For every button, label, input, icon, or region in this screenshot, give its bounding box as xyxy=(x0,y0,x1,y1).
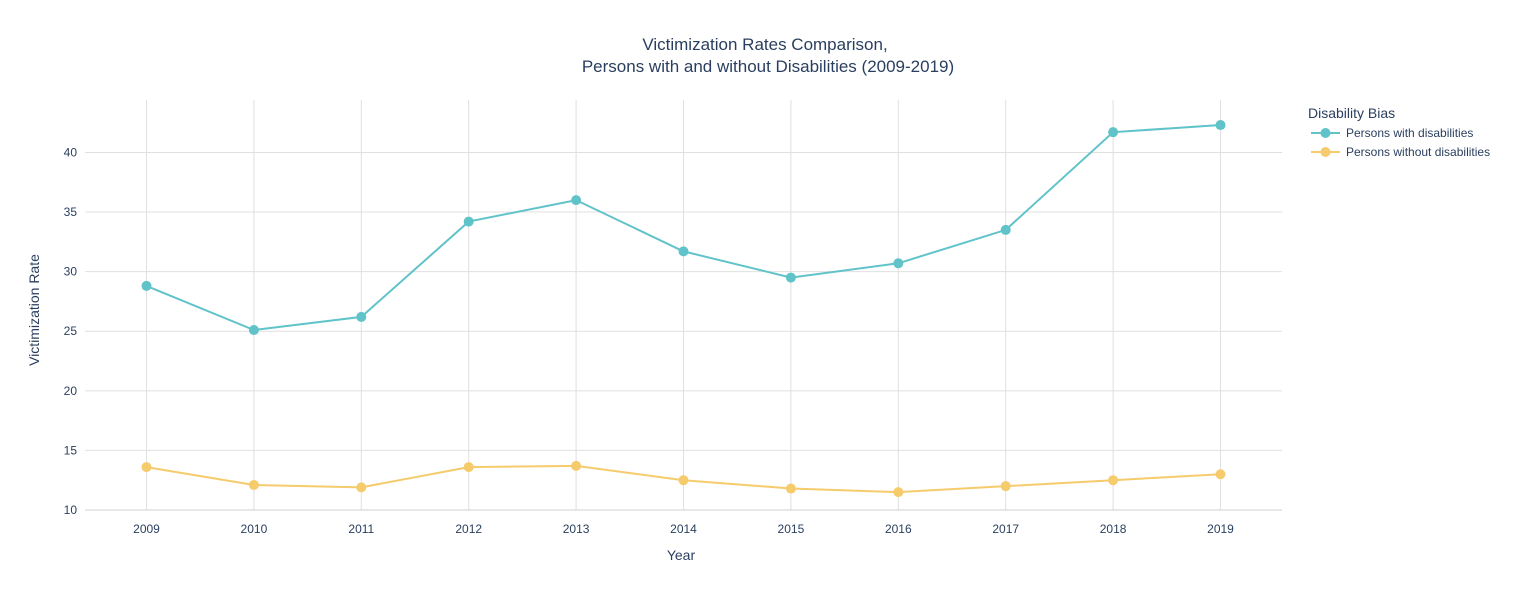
data-point[interactable] xyxy=(893,487,904,498)
data-point[interactable] xyxy=(678,475,689,486)
grid-lines xyxy=(85,100,1282,511)
data-point[interactable] xyxy=(356,311,367,322)
x-tick-label: 2011 xyxy=(348,522,374,536)
x-tick-label: 2019 xyxy=(1207,522,1234,536)
legend-label: Persons with disabilities xyxy=(1346,126,1473,140)
data-point[interactable] xyxy=(571,460,582,471)
data-point[interactable] xyxy=(141,280,152,291)
y-tick-label: 20 xyxy=(64,384,78,398)
x-tick-label: 2017 xyxy=(992,522,1019,536)
legend-marker-icon xyxy=(1320,147,1331,157)
data-point[interactable] xyxy=(893,258,904,269)
legend-marker-icon xyxy=(1320,128,1331,138)
y-tick-label: 40 xyxy=(64,145,78,159)
data-point[interactable] xyxy=(463,462,474,473)
data-point[interactable] xyxy=(785,483,796,494)
series-2 xyxy=(141,460,1226,498)
data-point[interactable] xyxy=(141,462,152,473)
chart-title-line2: Persons with and without Disabilities (2… xyxy=(582,57,954,76)
plot-area xyxy=(85,100,1282,511)
data-point[interactable] xyxy=(1108,127,1119,138)
legend-item-2[interactable]: Persons without disabilities xyxy=(1311,145,1490,159)
x-axis-ticks: 2009 2010 2011 2012 2013 2014 2015 2016 2017 2018… xyxy=(133,522,1234,536)
data-point[interactable] xyxy=(356,482,367,493)
x-tick-label: 2016 xyxy=(885,522,912,536)
chart-title: Victimization Rates Comparison, Persons … xyxy=(582,35,954,76)
data-point[interactable] xyxy=(571,195,582,206)
data-point[interactable] xyxy=(1108,475,1119,486)
y-axis-ticks: 10 15 20 25 30 35 40 xyxy=(64,145,78,517)
data-point[interactable] xyxy=(248,479,259,490)
x-tick-label: 2009 xyxy=(133,522,160,536)
data-point[interactable] xyxy=(248,325,259,336)
data-point[interactable] xyxy=(463,216,474,227)
data-point[interactable] xyxy=(1000,481,1011,492)
x-tick-label: 2010 xyxy=(241,522,268,536)
series-layer xyxy=(141,120,1226,498)
series-1 xyxy=(141,120,1226,336)
legend: Disability Bias Persons with disabilitie… xyxy=(1308,105,1490,159)
data-point[interactable] xyxy=(1215,120,1226,131)
data-point[interactable] xyxy=(785,272,796,283)
x-tick-label: 2012 xyxy=(455,522,482,536)
data-point[interactable] xyxy=(678,246,689,257)
y-tick-label: 25 xyxy=(64,324,78,338)
y-tick-label: 30 xyxy=(64,265,78,279)
data-point[interactable] xyxy=(1215,469,1226,480)
y-axis-title: Victimization Rate xyxy=(26,254,42,366)
legend-title: Disability Bias xyxy=(1308,105,1395,121)
y-tick-label: 15 xyxy=(64,443,78,457)
data-point[interactable] xyxy=(1000,224,1011,235)
y-tick-label: 10 xyxy=(64,503,78,517)
y-tick-label: 35 xyxy=(64,205,78,219)
x-axis-title: Year xyxy=(667,547,696,563)
legend-items: Persons with disabilities Persons without… xyxy=(1311,126,1490,159)
legend-item-1[interactable]: Persons with disabilities xyxy=(1311,126,1473,140)
x-tick-label: 2013 xyxy=(563,522,590,536)
x-tick-label: 2014 xyxy=(670,522,697,536)
x-tick-label: 2015 xyxy=(778,522,805,536)
x-tick-label: 2018 xyxy=(1100,522,1127,536)
chart-title-line1: Victimization Rates Comparison, xyxy=(642,35,887,54)
legend-label: Persons without disabilities xyxy=(1346,145,1490,159)
